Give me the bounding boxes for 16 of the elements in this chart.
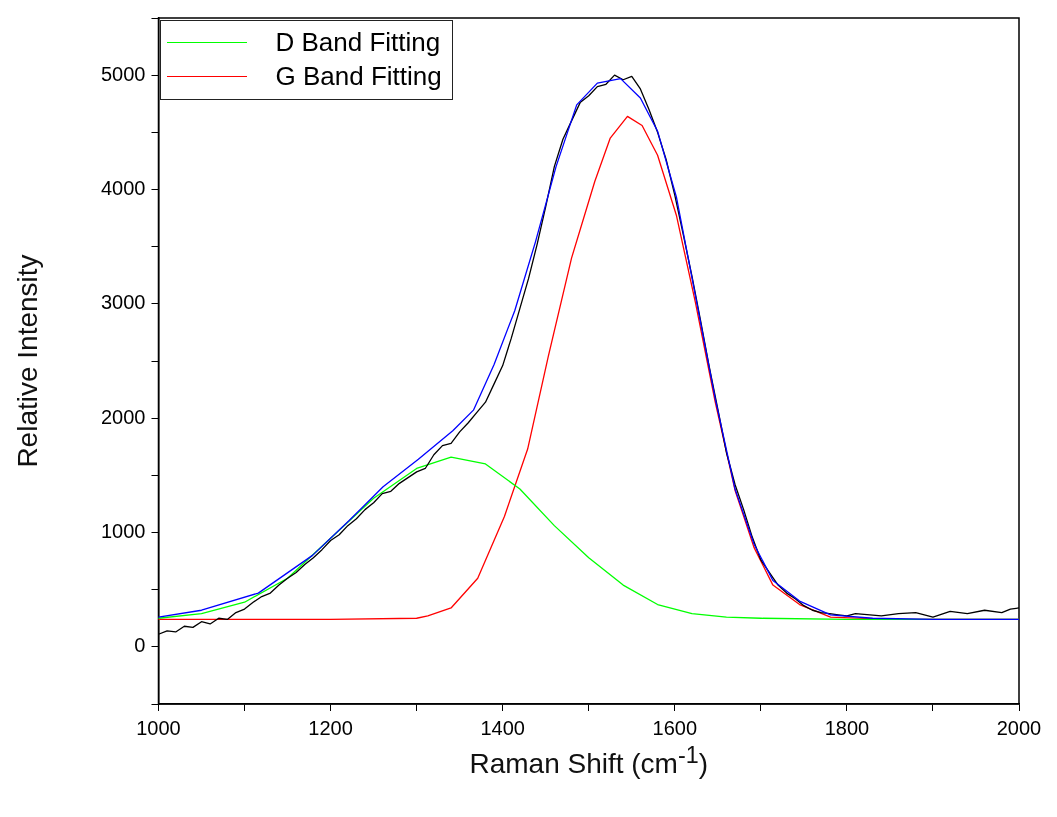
legend-label: G Band Fitting	[275, 60, 442, 92]
x-tick-label: 1400	[480, 716, 525, 739]
x-tick-label: 1600	[652, 716, 698, 739]
y-tick-label: 3000	[100, 291, 146, 314]
x-tick-label: 2000	[996, 716, 1042, 739]
y-axis-title: Relative Intensity	[12, 254, 44, 468]
y-tick-label: 1000	[100, 520, 146, 543]
y-tick-label: 5000	[100, 62, 146, 85]
x-tick-label: 1800	[824, 716, 870, 739]
y-tick-label: 4000	[100, 177, 146, 200]
legend-label: D Band Fitting	[275, 26, 441, 58]
y-tick-label: 2000	[100, 405, 146, 428]
y-tick-label: 0	[134, 634, 146, 657]
x-tick-label: 1200	[308, 716, 353, 739]
x-axis-title: Raman Shift (cm$^{-1}$)	[469, 742, 709, 780]
x-tick-label: 1000	[136, 716, 181, 739]
